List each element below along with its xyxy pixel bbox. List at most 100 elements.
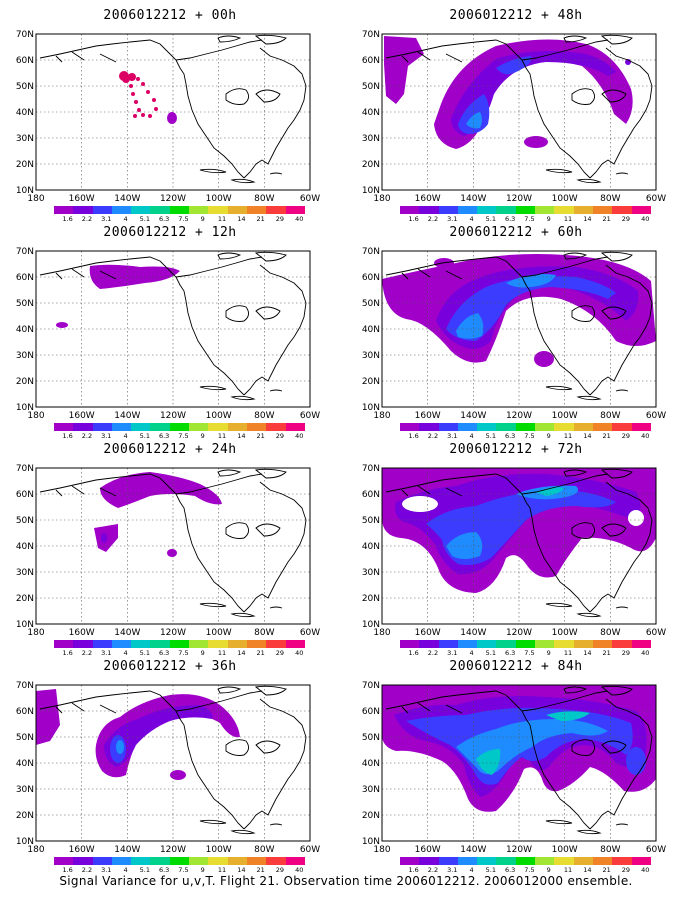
coastline-segment xyxy=(225,305,249,322)
lat-tick-label: 20N xyxy=(362,160,380,170)
colorbar-swatch xyxy=(54,640,74,648)
lon-tick-label: 80W xyxy=(600,411,620,421)
coastline-segment xyxy=(571,305,595,322)
lat-tick-label: 10N xyxy=(16,620,34,630)
colorbar-swatch xyxy=(400,640,420,648)
coastline-segment xyxy=(521,39,609,61)
lat-tick-label: 60N xyxy=(16,273,34,283)
coastline-segment xyxy=(521,473,609,495)
colorbar-label: 4 xyxy=(469,866,474,874)
lon-tick-label: 180 xyxy=(27,194,44,204)
lon-tick-label: 160W xyxy=(69,845,95,855)
lon-tick-label: 160W xyxy=(69,628,95,638)
colorbar-label: 3.1 xyxy=(447,432,458,440)
colorbar-swatch xyxy=(515,857,536,865)
colorbar-label: 9 xyxy=(546,432,551,440)
colorbar xyxy=(54,857,305,865)
colorbar-swatch xyxy=(477,423,497,431)
colorbar-label: 6.3 xyxy=(158,215,170,223)
lat-tick-label: 60N xyxy=(362,56,380,66)
coastline-segment xyxy=(385,256,591,396)
coastline xyxy=(39,34,307,184)
coastline-segment xyxy=(571,88,595,105)
coastline-segment xyxy=(615,389,629,392)
coastline-segment xyxy=(600,468,633,479)
plot-border xyxy=(35,684,311,842)
coastline-segment xyxy=(589,698,653,830)
coastline-segment xyxy=(39,256,245,396)
coastline xyxy=(385,34,653,184)
coastline-segment xyxy=(401,268,463,280)
coastline-segment xyxy=(199,385,227,391)
map-panel-48h: 2006012212 + 48h 70N 60N 50N 40N 30N 20N 10N 18… xyxy=(346,8,686,223)
lat-tick-label: 20N xyxy=(16,160,34,170)
coastline xyxy=(39,251,307,401)
lat-tick-label: 20N xyxy=(16,811,34,821)
variance-field xyxy=(94,472,222,557)
colorbar-swatch xyxy=(515,423,536,431)
colorbar-label: 14 xyxy=(237,215,246,223)
colorbar-label: 29 xyxy=(621,432,631,440)
coastline xyxy=(385,251,653,401)
coastline-segment xyxy=(175,256,263,278)
plot-border xyxy=(381,250,657,408)
colorbar-swatch xyxy=(54,206,74,214)
coastline-segment xyxy=(217,252,242,260)
lon-tick-label: 100W xyxy=(206,194,232,204)
colorbar-label: 2.2 xyxy=(427,215,439,223)
lon-tick-label: 60W xyxy=(646,628,666,638)
coastline-segment xyxy=(55,485,117,497)
colorbar-labels: 1.6 2.2 3.1 4 5.1 6.3 7.5 9 11 14 21 29 40 xyxy=(54,432,324,442)
coastline-segment xyxy=(601,89,627,103)
coastline-segment xyxy=(576,178,602,184)
colorbar-label: 14 xyxy=(583,649,592,657)
colorbar-swatch xyxy=(73,423,93,431)
colorbar-swatch xyxy=(400,857,420,865)
colorbar-swatch xyxy=(111,640,132,648)
colorbar-swatch xyxy=(246,206,267,214)
lon-tick-label: 180 xyxy=(373,845,390,855)
lon-tick-label: 140W xyxy=(460,628,486,638)
lon-tick-label: 180 xyxy=(27,845,44,855)
colorbar-swatch xyxy=(477,857,497,865)
lat-tick-label: 70N xyxy=(16,681,34,691)
colorbar-swatch xyxy=(631,206,651,214)
colorbar-swatch xyxy=(419,206,439,214)
colorbar-labels: 1.6 2.2 3.1 4 5.1 6.3 7.5 9 11 14 21 29 40 xyxy=(54,866,324,876)
variance-field xyxy=(382,468,656,593)
lat-tick-label: 40N xyxy=(362,542,380,552)
coastline-segment xyxy=(269,172,283,175)
colorbar-swatch xyxy=(227,640,247,648)
colorbar-label: 9 xyxy=(200,432,205,440)
coastline-segment xyxy=(255,523,281,537)
colorbar-swatch xyxy=(457,857,478,865)
colorbar-swatch xyxy=(266,640,286,648)
lon-tick-label: 180 xyxy=(373,628,390,638)
coastline xyxy=(385,468,653,618)
colorbar-labels: 1.6 2.2 3.1 4 5.1 6.3 7.5 9 11 14 21 29 40 xyxy=(400,649,670,659)
coastline-segment xyxy=(230,612,256,618)
colorbar-swatch xyxy=(92,640,112,648)
colorbar-label: 21 xyxy=(602,432,611,440)
coastline-segment xyxy=(255,306,281,320)
lat-tick-label: 30N xyxy=(16,134,34,144)
lat-tick-label: 40N xyxy=(362,759,380,769)
coastline-segment xyxy=(589,264,653,396)
coastline-segment xyxy=(230,178,256,184)
colorbar-label: 6.3 xyxy=(504,432,516,440)
colorbar-swatch xyxy=(208,640,228,648)
colorbar-label: 5.1 xyxy=(485,215,497,223)
lat-tick-label: 30N xyxy=(362,568,380,578)
lat-tick-label: 50N xyxy=(16,82,34,92)
coastline-segment xyxy=(55,268,117,280)
colorbar-swatch xyxy=(457,423,478,431)
colorbar-label: 2.2 xyxy=(427,649,439,657)
plot-border xyxy=(35,250,311,408)
variance-field xyxy=(56,264,180,328)
colorbar-label: 1.6 xyxy=(62,215,73,223)
lat-tick-label: 70N xyxy=(16,30,34,40)
colorbar-swatch xyxy=(208,423,228,431)
